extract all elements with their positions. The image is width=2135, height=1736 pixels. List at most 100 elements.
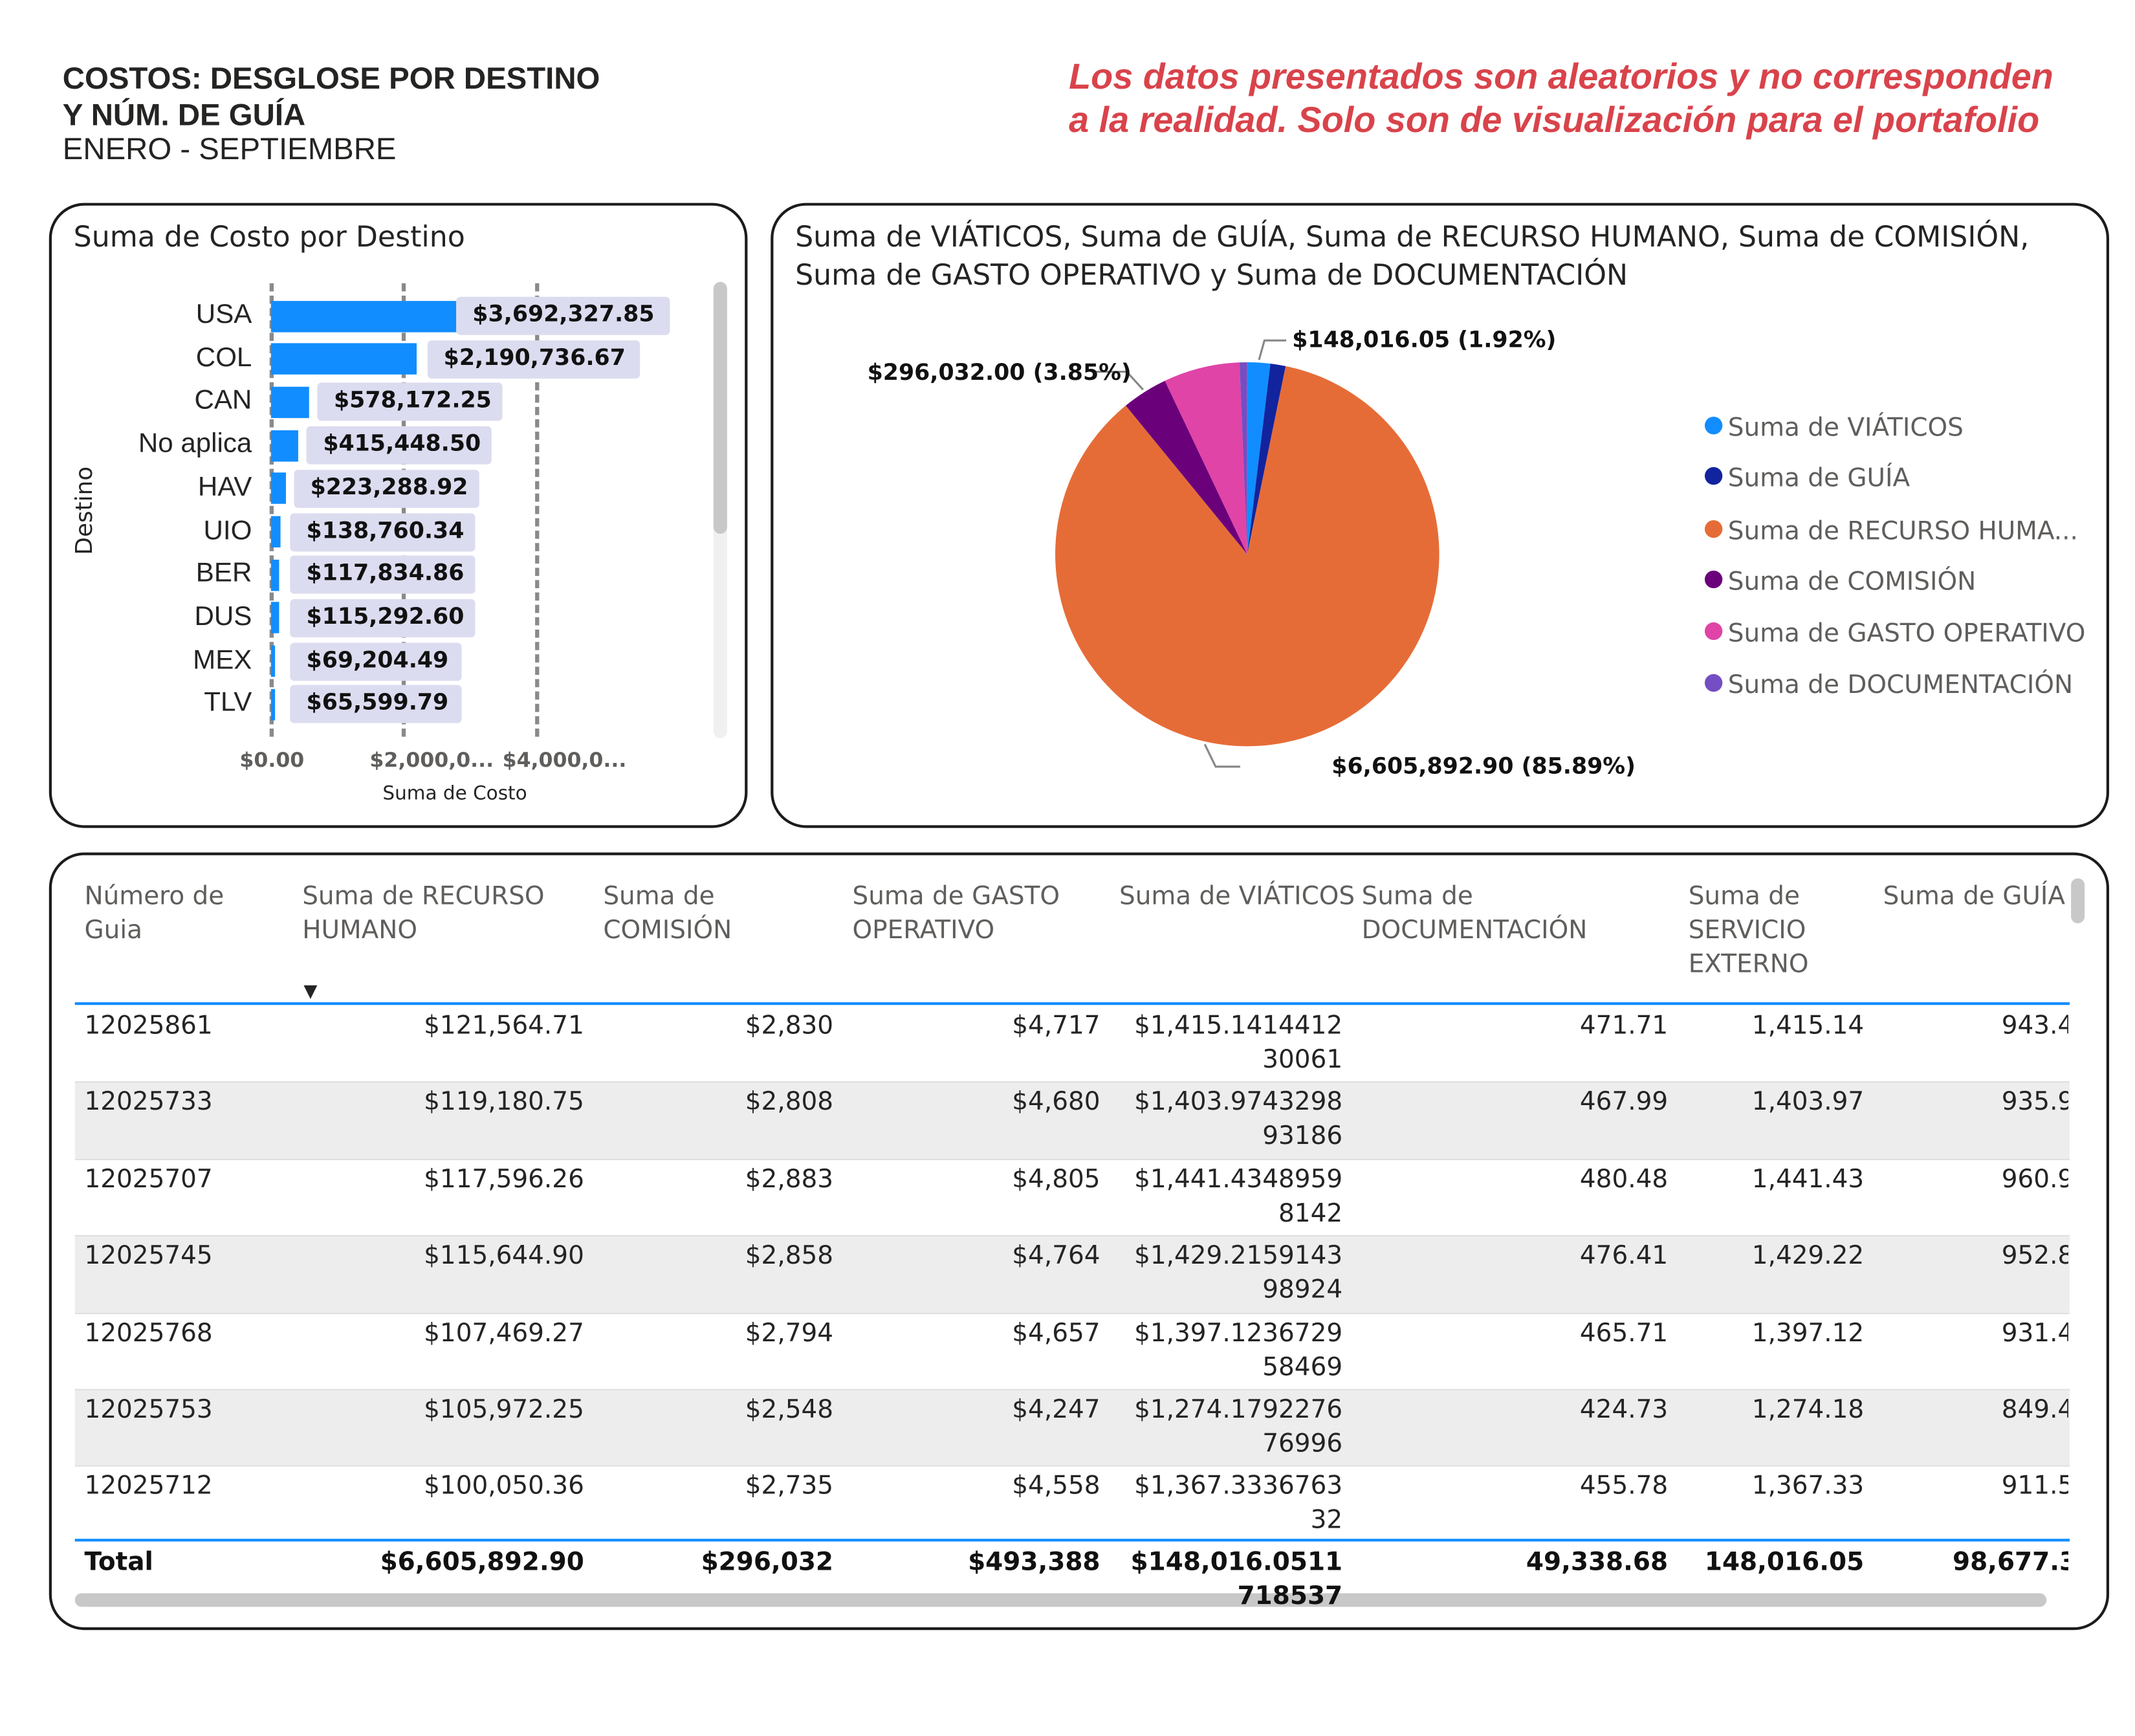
row-divider xyxy=(74,1466,2070,1467)
table-cell: 471.71 xyxy=(1579,1011,1669,1040)
table-cell: 1,274.18 xyxy=(1751,1396,1865,1425)
legend-item[interactable]: Suma de RECURSO HUMA... xyxy=(1704,517,2078,546)
bar[interactable] xyxy=(270,386,310,418)
total-cell: 98,677.3 xyxy=(1952,1548,2068,1577)
row-divider xyxy=(74,1389,2070,1390)
bar-chart-scrollbar[interactable] xyxy=(713,281,727,738)
gridline xyxy=(534,283,539,737)
column-header[interactable]: Suma de RECURSO HUMANO xyxy=(302,882,545,945)
total-cell: 49,338.68 xyxy=(1526,1548,1669,1577)
pie-chart-title-line1: Suma de VIÁTICOS, Suma de GUÍA, Suma de … xyxy=(795,220,2030,254)
x-tick-label: $0.00 xyxy=(239,747,305,773)
gridline xyxy=(401,283,406,737)
table-cell: $2,883 xyxy=(745,1165,834,1194)
table-cell: 12025707 xyxy=(84,1165,213,1194)
table-cell: $1,403.974329893186 xyxy=(1134,1088,1343,1152)
data-label-background xyxy=(290,556,476,595)
table-cell: 931.4 xyxy=(2001,1319,2068,1348)
pie-slice[interactable] xyxy=(1247,363,1286,555)
table-cell: 849.4 xyxy=(2001,1396,2068,1425)
bar[interactable] xyxy=(270,472,286,505)
category-label: HAV xyxy=(197,472,252,503)
row-divider xyxy=(74,1312,2070,1314)
pie-chart-panel[interactable] xyxy=(771,203,2110,828)
data-label: $115,292.60 xyxy=(306,603,465,630)
total-label: Total xyxy=(84,1548,153,1577)
bar[interactable] xyxy=(270,559,279,591)
table-cell: 12025861 xyxy=(84,1011,213,1040)
pie-slice[interactable] xyxy=(1165,362,1247,555)
legend-item[interactable]: Suma de VIÁTICOS xyxy=(1704,413,1964,443)
table-vertical-scrollbar[interactable] xyxy=(2071,878,2085,923)
legend-item[interactable]: Suma de COMISIÓN xyxy=(1704,568,1976,597)
legend-marker xyxy=(1704,417,1723,435)
bar[interactable] xyxy=(270,602,279,634)
header-divider xyxy=(74,1002,2070,1005)
pie-slice[interactable] xyxy=(1126,380,1247,555)
table-horizontal-scrollbar[interactable] xyxy=(74,1593,2047,1607)
table-cell: 465.71 xyxy=(1579,1319,1669,1348)
table-cell: $115,644.90 xyxy=(424,1242,584,1271)
pie-chart xyxy=(1055,339,1440,768)
bar[interactable] xyxy=(270,645,276,677)
bar[interactable] xyxy=(270,343,417,375)
data-label: $117,834.86 xyxy=(306,560,465,586)
table-cell: 952.8 xyxy=(2001,1242,2068,1271)
bar-chart-scrollbar-thumb[interactable] xyxy=(713,281,727,534)
table-cell: $1,415.141441230061 xyxy=(1134,1011,1343,1075)
column-header[interactable]: Suma de GUÍA xyxy=(1883,882,2066,911)
table-cell: $4,680 xyxy=(1012,1088,1100,1117)
table-cell: $4,764 xyxy=(1012,1242,1100,1271)
data-label-background xyxy=(317,383,503,422)
table-cell: $2,794 xyxy=(745,1319,834,1348)
page-title-line2: Y NÚM. DE GUÍA xyxy=(62,98,306,133)
legend-item[interactable]: Suma de DOCUMENTACIÓN xyxy=(1704,671,2074,700)
gridline xyxy=(268,283,273,737)
page-subtitle: ENERO - SEPTIEMBRE xyxy=(62,132,397,166)
table-cell: 455.78 xyxy=(1579,1472,1669,1502)
table-cell: 1,403.97 xyxy=(1751,1088,1865,1117)
legend-label: Suma de VIÁTICOS xyxy=(1727,413,1964,443)
table-row-background xyxy=(74,1081,2070,1159)
column-header[interactable]: Suma de VIÁTICOS xyxy=(1119,882,1355,911)
bar[interactable] xyxy=(270,430,299,461)
column-header[interactable]: Suma de GASTO OPERATIVO xyxy=(852,882,1060,945)
table-cell: 480.48 xyxy=(1579,1165,1669,1194)
data-label-background xyxy=(290,599,476,637)
column-header[interactable]: Suma de COMISIÓN xyxy=(603,882,732,945)
row-divider xyxy=(74,1235,2070,1237)
data-label: $69,204.49 xyxy=(306,646,449,672)
legend-label: Suma de RECURSO HUMA... xyxy=(1727,517,2078,546)
bar-chart-title: Suma de Costo por Destino xyxy=(73,220,465,254)
column-header[interactable]: Número de Guia xyxy=(84,882,224,945)
table-cell: 1,367.33 xyxy=(1751,1472,1865,1502)
page-title: COSTOS: DESGLOSE POR DESTINO Y NÚM. DE G… xyxy=(63,60,600,134)
table-cell: 12025733 xyxy=(84,1088,213,1117)
table-row-background xyxy=(74,1389,2070,1466)
bar[interactable] xyxy=(270,688,276,720)
legend-label: Suma de GASTO OPERATIVO xyxy=(1727,619,2086,648)
table-cell: $1,274.179227676996 xyxy=(1134,1396,1343,1459)
sort-indicator-icon[interactable]: ▼ xyxy=(303,982,318,1002)
legend-item[interactable]: Suma de GUÍA xyxy=(1704,465,1910,493)
legend-label: Suma de DOCUMENTACIÓN xyxy=(1727,671,2074,700)
total-cell: 148,016.05 xyxy=(1704,1548,1865,1577)
data-label: $415,448.50 xyxy=(323,430,481,457)
category-label: COL xyxy=(195,342,252,373)
total-cell: $296,032 xyxy=(701,1548,834,1577)
column-header[interactable]: Suma de SERVICIO EXTERNO xyxy=(1688,882,1809,980)
data-label-background xyxy=(307,426,492,465)
table-cell: $2,830 xyxy=(745,1011,834,1040)
data-label-background xyxy=(290,642,462,681)
category-label: USA xyxy=(195,300,252,330)
category-label: DUS xyxy=(194,602,252,632)
pie-slice[interactable] xyxy=(1239,362,1247,555)
table-cell: $2,735 xyxy=(745,1472,834,1502)
legend-item[interactable]: Suma de GASTO OPERATIVO xyxy=(1704,619,2086,648)
column-header[interactable]: Suma de DOCUMENTACIÓN xyxy=(1361,882,1588,945)
pie-slice[interactable] xyxy=(1247,362,1271,555)
table-cell: 12025745 xyxy=(84,1242,213,1271)
pie-slice[interactable] xyxy=(1055,366,1440,747)
bar[interactable] xyxy=(270,516,281,548)
data-label-background xyxy=(456,296,670,335)
